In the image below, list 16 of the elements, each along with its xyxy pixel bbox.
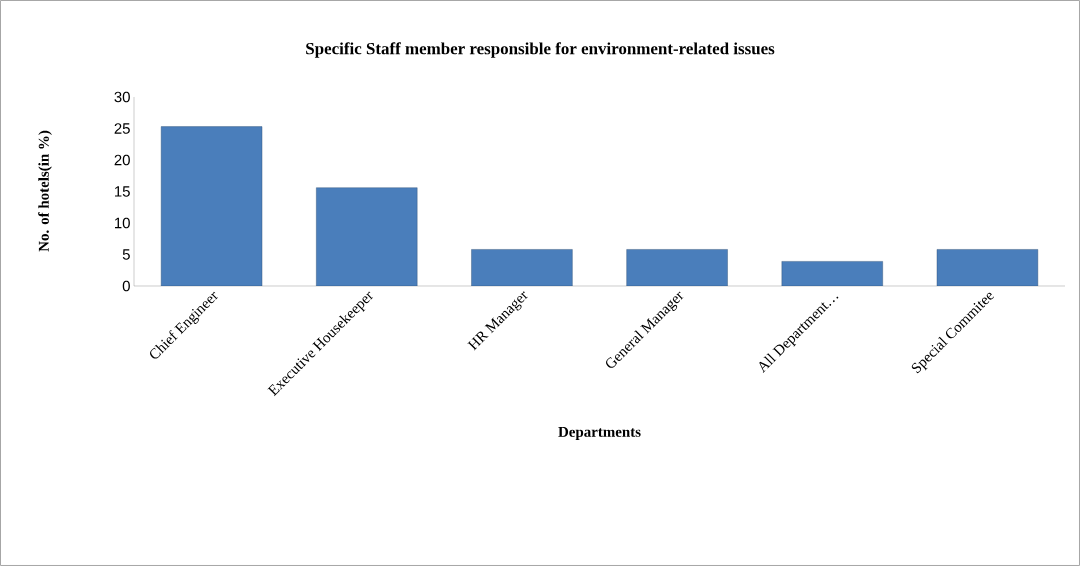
x-axis-title: Departments <box>558 426 641 440</box>
bar <box>160 126 263 286</box>
y-tick-label: 30 <box>114 91 130 103</box>
y-tick-label: 25 <box>114 123 130 134</box>
y-tick-label: 15 <box>115 186 130 197</box>
y-axis-title: No. of hotels(in %) <box>38 130 52 252</box>
y-tick-label: 0 <box>122 280 130 292</box>
bar <box>781 261 883 286</box>
y-tick-label: 10 <box>115 217 130 229</box>
chart-title: Specific Staff member responsible for environment-related issues <box>306 42 775 58</box>
y-tick-label: 20 <box>114 154 130 166</box>
bar <box>316 187 418 286</box>
bar <box>626 249 728 286</box>
y-tick-label: 5 <box>122 249 130 260</box>
bar <box>936 249 1039 286</box>
bar <box>471 249 573 286</box>
